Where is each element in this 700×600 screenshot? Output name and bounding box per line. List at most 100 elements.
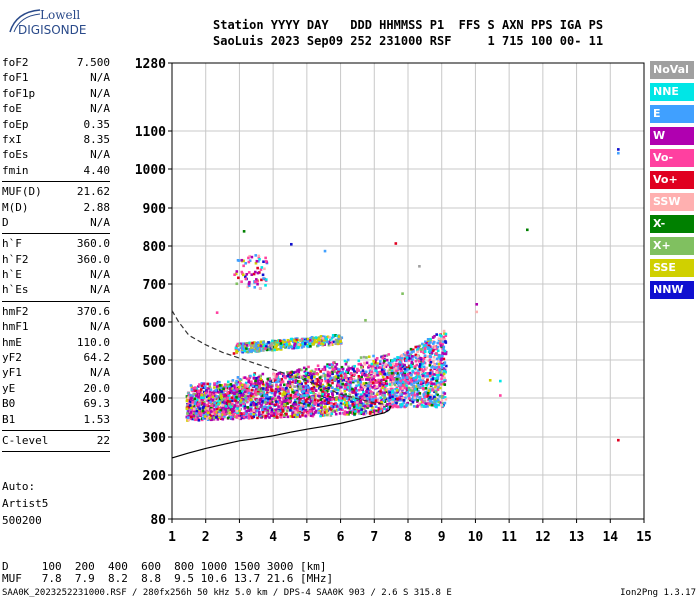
echo-point <box>300 346 304 349</box>
echo-point <box>444 334 448 337</box>
echo-point <box>380 401 383 404</box>
echo-point <box>433 373 436 376</box>
echo-point <box>205 417 209 420</box>
echo-point <box>414 356 418 360</box>
y-tick-label: 700 <box>143 278 167 293</box>
echo-point <box>204 391 208 395</box>
echo-point <box>246 409 250 412</box>
echo-point <box>428 348 432 352</box>
echo-point <box>223 401 226 404</box>
echo-point <box>247 379 251 382</box>
echo-point <box>243 383 246 387</box>
echo-point <box>236 344 240 347</box>
param-value: 1.53 <box>83 412 111 426</box>
echo-point <box>304 399 308 402</box>
echo-point <box>330 408 333 412</box>
echo-point <box>339 406 343 410</box>
echo-point <box>305 403 308 407</box>
echo-point <box>222 410 226 414</box>
echo-point <box>403 367 407 371</box>
echo-point <box>300 403 303 407</box>
echo-point <box>385 354 389 357</box>
echo-point <box>212 391 216 394</box>
echo-point <box>295 338 298 342</box>
echo-point <box>435 373 438 377</box>
echo-point <box>427 346 431 350</box>
echo-point <box>262 341 265 344</box>
echo-point <box>238 407 242 411</box>
echo-point <box>428 395 432 399</box>
echo-point <box>252 346 256 349</box>
echo-point <box>256 280 259 283</box>
param-name: foE <box>2 102 22 116</box>
param-value: 360.0 <box>76 237 110 251</box>
echo-point <box>243 349 247 353</box>
echo-point <box>404 380 407 383</box>
x-tick-label: 3 <box>236 530 244 545</box>
echo-point <box>349 372 353 375</box>
echo-point <box>320 410 324 414</box>
echo-point <box>441 351 444 355</box>
echo-point <box>367 394 370 397</box>
echo-point <box>387 353 391 356</box>
echo-point <box>186 419 189 422</box>
param-row: B0 69.3 <box>2 397 110 412</box>
echo-point <box>367 366 370 369</box>
echo-point <box>331 398 334 401</box>
echo-point <box>370 398 374 402</box>
echo-point <box>197 410 201 414</box>
echo-point <box>245 412 248 416</box>
echo-point <box>195 410 199 413</box>
echo-point <box>357 369 361 372</box>
echo-point <box>418 385 422 389</box>
echo-point <box>294 381 298 384</box>
y-tick-label: 800 <box>143 240 167 255</box>
echo-point <box>415 380 419 384</box>
echo-point <box>405 386 408 389</box>
echo-point <box>435 368 439 372</box>
echo-point <box>373 386 377 390</box>
echo-point <box>345 411 349 414</box>
echo-point <box>278 392 282 395</box>
echo-point <box>238 389 242 393</box>
echo-point <box>281 406 285 410</box>
echo-point <box>336 388 340 392</box>
echo-point <box>326 335 330 339</box>
echo-point <box>307 376 310 379</box>
echo-point <box>313 375 316 379</box>
echo-point <box>190 396 193 400</box>
echo-point <box>395 401 398 405</box>
echo-point <box>391 359 394 362</box>
echo-point <box>266 410 270 413</box>
echo-point <box>261 408 264 412</box>
param-separator <box>2 300 110 302</box>
echo-point <box>432 360 435 364</box>
param-row: yF2 64.2 <box>2 351 110 366</box>
echo-point <box>223 397 227 400</box>
echo-point <box>200 393 204 397</box>
echo-point <box>359 403 362 407</box>
x-tick-label: 12 <box>535 530 551 545</box>
echo-point <box>395 377 399 381</box>
echo-point <box>397 405 400 409</box>
echo-point <box>206 413 210 416</box>
echo-point <box>274 346 278 349</box>
echo-point <box>313 340 316 344</box>
echo-point <box>291 413 294 416</box>
echo-point <box>337 379 340 383</box>
echo-point <box>295 407 299 410</box>
echo-point <box>344 373 347 377</box>
echo-point <box>265 342 269 346</box>
echo-point <box>252 344 256 347</box>
echo-point <box>233 404 237 407</box>
echo-point <box>292 415 296 418</box>
echo-point <box>383 405 386 409</box>
echo-point <box>379 396 383 400</box>
echo-point <box>440 358 443 362</box>
echo-point <box>351 368 355 371</box>
echo-point <box>221 417 225 421</box>
echo-point <box>219 409 223 412</box>
echo-point <box>336 339 339 342</box>
echo-point <box>403 363 406 367</box>
echo-point <box>383 354 387 358</box>
